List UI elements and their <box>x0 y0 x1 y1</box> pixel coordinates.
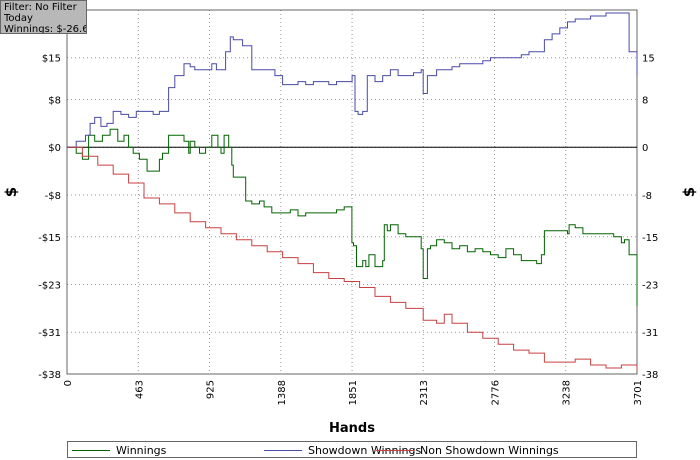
y-tick-label-right-2: 0 <box>642 143 648 154</box>
x-axis: 0 463 925 1388 1851 2313 2776 3238 3701 <box>63 380 644 405</box>
y-tick-label-right-6: -31 <box>642 328 658 339</box>
y-tick-label-left-3: -$8 <box>45 191 61 202</box>
y-tick-label-right-5: -23 <box>642 280 658 291</box>
y-tick-label-left-2: $0 <box>48 143 61 154</box>
y-tick-label-left-5: -$23 <box>38 280 61 291</box>
y-axis-title-right: $ <box>680 187 698 197</box>
series-line-1 <box>67 12 638 148</box>
y-tick-label-right-3: -8 <box>642 191 652 202</box>
legend-swatch-winnings <box>72 449 110 451</box>
filter-label: Filter: No Filter <box>4 2 77 13</box>
series-line-2 <box>67 146 638 371</box>
chart-series <box>67 12 638 371</box>
legend-item-showdown[interactable]: Showdown Winnings <box>264 443 421 457</box>
x-tick-label-0: 0 <box>63 380 74 386</box>
winnings-summary: Winnings: $-26.60 <box>4 24 87 34</box>
x-tick-label-2: 925 <box>205 380 216 399</box>
legend-item-non-showdown[interactable]: Non Showdown Winnings <box>376 443 559 457</box>
legend-label-winnings: Winnings <box>116 443 167 457</box>
period-label: Today <box>4 13 33 24</box>
x-axis-title: Hands <box>329 421 375 436</box>
x-tick-label-3: 1388 <box>277 380 288 405</box>
legend-swatch-showdown <box>264 449 302 451</box>
y-tick-label-right-1: 8 <box>642 96 648 107</box>
x-tick-label-8: 3701 <box>633 380 644 405</box>
x-tick-label-4: 1851 <box>348 380 359 405</box>
y-tick-label-left-6: -$31 <box>38 328 61 339</box>
filter-info-box: Filter: No Filter Today Winnings: $-26.6… <box>0 0 87 34</box>
legend-label-non-showdown: Non Showdown Winnings <box>420 443 559 457</box>
y-tick-label-left-0: $15 <box>42 54 61 65</box>
y-axis-right: 15 8 0 -8 -15 -23 -31 -38 <box>642 54 658 381</box>
legend-swatch-non-showdown <box>376 449 414 451</box>
y-tick-label-left-4: -$15 <box>38 233 61 244</box>
plot-area-border <box>66 9 638 375</box>
y-tick-label-left-1: $8 <box>48 96 61 107</box>
x-tick-label-7: 3238 <box>562 380 573 405</box>
chart-legend: Winnings Showdown Winnings Non Showdown … <box>67 441 637 458</box>
legend-label-showdown: Showdown Winnings <box>308 443 422 457</box>
y-axis-left: $15 $8 $0 -$8 -$15 -$23 -$31 -$38 <box>38 54 61 381</box>
y-tick-label-left-7: -$38 <box>38 370 61 381</box>
x-tick-label-6: 2776 <box>491 380 502 405</box>
series-line-0 <box>67 128 638 306</box>
y-tick-label-right-0: 15 <box>642 54 655 65</box>
y-axis-title-left: $ <box>2 187 20 197</box>
legend-item-winnings[interactable]: Winnings <box>72 443 166 457</box>
chart-grid <box>66 10 638 375</box>
x-tick-label-1: 463 <box>134 380 145 399</box>
x-tick-label-5: 2313 <box>419 380 430 405</box>
y-tick-label-right-7: -38 <box>642 370 658 381</box>
y-tick-label-right-4: -15 <box>642 233 658 244</box>
